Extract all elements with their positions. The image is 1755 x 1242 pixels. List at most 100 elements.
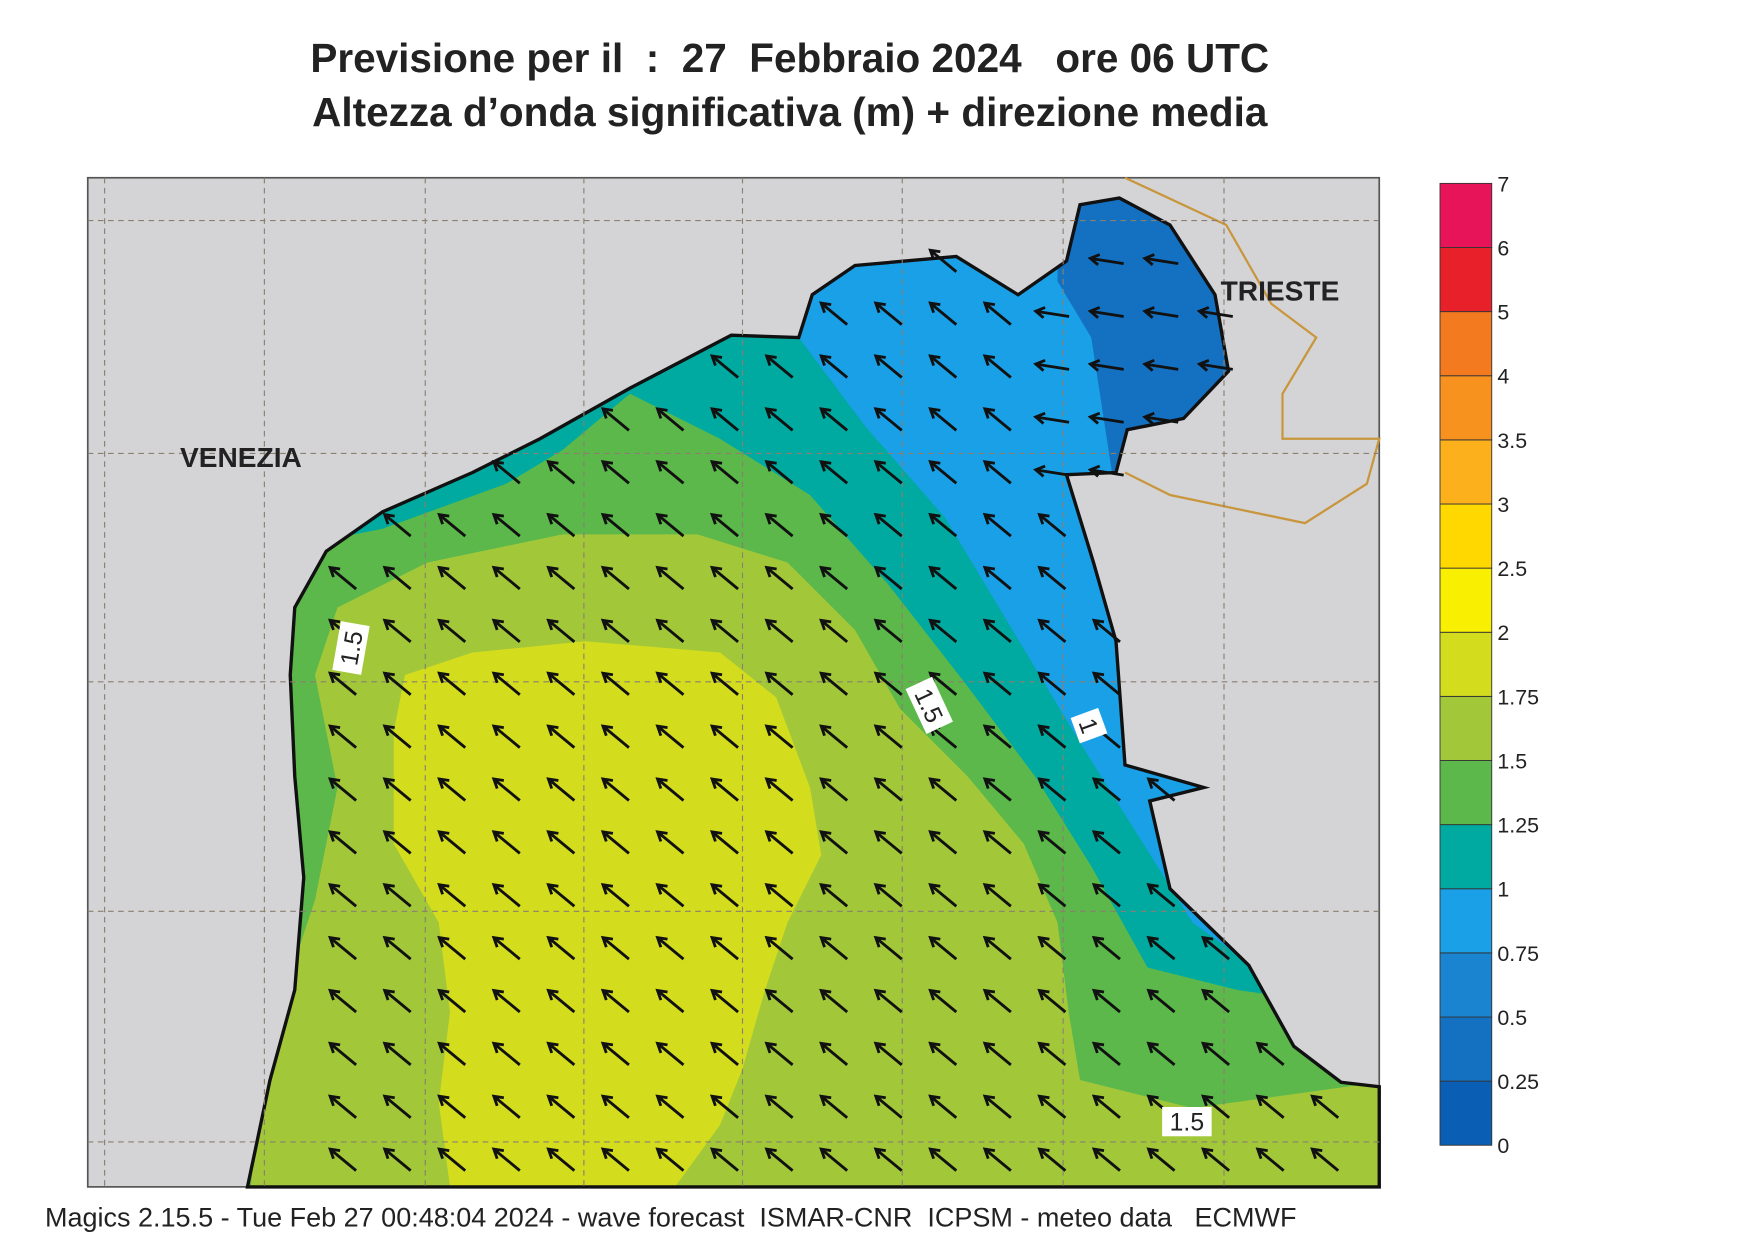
arrow [437, 777, 467, 802]
arrow [982, 1094, 1012, 1119]
colorbar-label: 5 [1497, 301, 1509, 325]
arrow [928, 460, 958, 485]
arrow [764, 1094, 794, 1119]
colorbar-band [1439, 952, 1493, 1018]
arrow [328, 935, 358, 961]
arrow [873, 935, 903, 961]
arrow [873, 618, 903, 643]
contour-label: 1.5 [332, 621, 370, 675]
arrow [764, 354, 794, 379]
arrow [1037, 1147, 1067, 1172]
arrow [1087, 306, 1124, 319]
arrow [437, 988, 467, 1014]
arrow [928, 248, 958, 273]
arrow [600, 883, 630, 908]
arrow [546, 830, 576, 855]
arrow [1091, 988, 1121, 1014]
arrow [328, 1041, 358, 1066]
arrow [655, 777, 685, 802]
arrow [873, 1094, 903, 1119]
arrow [600, 777, 630, 802]
arrow [655, 724, 685, 749]
arrow [1142, 359, 1179, 372]
arrow [873, 777, 903, 802]
arrow [764, 618, 794, 643]
grid-lines [87, 177, 1380, 1187]
arrow [1087, 253, 1124, 266]
arrow [546, 1147, 576, 1172]
arrow [655, 618, 685, 643]
arrow [1091, 1094, 1121, 1119]
arrow [982, 301, 1012, 326]
colorbar-band [1439, 503, 1493, 569]
arrow [1146, 988, 1176, 1014]
arrow [437, 512, 467, 538]
arrow [982, 935, 1012, 961]
arrow [764, 988, 794, 1014]
arrow [491, 830, 521, 855]
arrow [491, 777, 521, 802]
arrow [1033, 464, 1070, 478]
arrow [382, 618, 412, 643]
arrow [982, 988, 1012, 1014]
arrow [546, 988, 576, 1014]
arrow [437, 671, 467, 696]
arrow [982, 1147, 1012, 1172]
arrow [655, 1094, 685, 1119]
arrow [600, 565, 630, 591]
arrow [546, 565, 576, 591]
colorbar-band [1439, 567, 1493, 633]
colorbar-band [1439, 247, 1493, 313]
arrow [764, 512, 794, 538]
arrow [600, 460, 630, 485]
colorbar-label: 7 [1497, 172, 1509, 196]
arrow [1146, 777, 1176, 802]
arrow [491, 671, 521, 696]
arrow [437, 935, 467, 961]
arrow [1037, 512, 1067, 538]
colorbar-band [1439, 1016, 1493, 1082]
arrow [1196, 359, 1234, 372]
arrow [1037, 724, 1067, 749]
arrow [819, 883, 849, 908]
arrow [709, 883, 739, 908]
arrow [873, 354, 903, 379]
arrow [600, 830, 630, 855]
arrow [328, 565, 358, 591]
arrow [655, 671, 685, 696]
colorbar-label: 0 [1497, 1134, 1509, 1158]
arrow [328, 777, 358, 802]
arrow [928, 777, 958, 802]
colorbar-band [1439, 695, 1493, 761]
arrow [1201, 1094, 1231, 1119]
arrow [1091, 1041, 1121, 1066]
arrow [655, 1041, 685, 1066]
arrow [1091, 777, 1121, 802]
arrow [709, 1147, 739, 1172]
arrow [928, 301, 958, 326]
place-label: TRIESTE [1221, 275, 1340, 306]
arrow [982, 512, 1012, 538]
arrow [873, 301, 903, 326]
arrow [1146, 1041, 1176, 1066]
arrow [982, 1041, 1012, 1066]
arrow [382, 883, 412, 908]
arrow [382, 1094, 412, 1119]
colorbar-label: 1.5 [1497, 749, 1527, 773]
arrow [1037, 935, 1067, 961]
arrow [928, 883, 958, 908]
arrow [764, 724, 794, 749]
colorbar-band [1439, 824, 1493, 890]
arrow [1255, 1147, 1285, 1172]
arrow [1146, 935, 1176, 961]
arrow [328, 1147, 358, 1172]
label-box [332, 621, 370, 675]
arrow [655, 1147, 685, 1172]
arrow [600, 1041, 630, 1066]
arrow [873, 565, 903, 591]
arrow [1037, 565, 1067, 591]
arrow [709, 671, 739, 696]
arrow [982, 671, 1012, 696]
arrow [764, 830, 794, 855]
arrow [655, 407, 685, 432]
